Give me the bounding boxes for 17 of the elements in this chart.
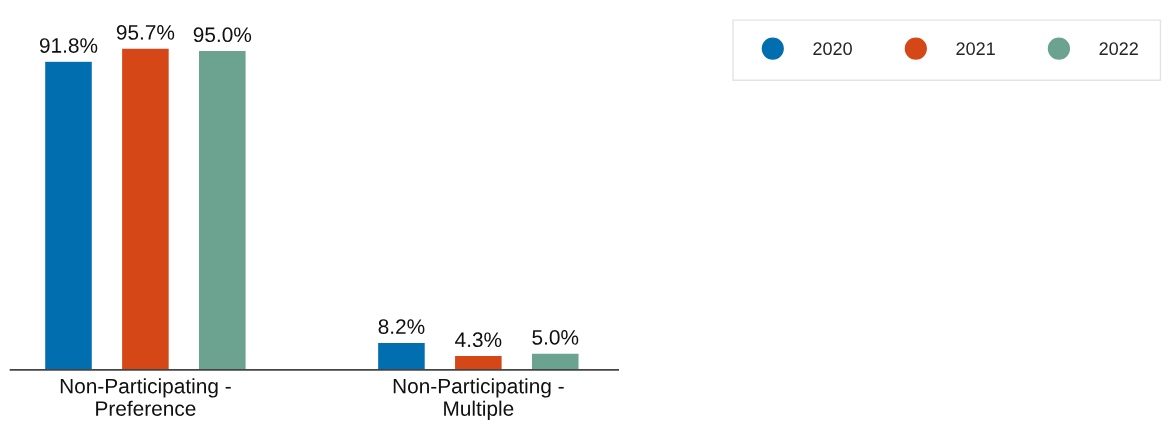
bar <box>453 354 504 370</box>
data-label: 5.0% <box>532 330 579 345</box>
legend-label: 2020 <box>813 42 852 56</box>
bar <box>376 341 427 370</box>
data-label: 91.8% <box>39 38 98 53</box>
x-tick-label: Non-Participating - Multiple <box>393 378 564 421</box>
bar <box>197 49 247 370</box>
bar <box>120 47 171 370</box>
data-label: 95.0% <box>193 27 252 43</box>
bar <box>43 60 94 370</box>
data-label: 95.7% <box>116 25 175 40</box>
x-tick-label: Non-Participating - Preference <box>60 378 231 416</box>
bar <box>530 352 580 370</box>
legend-label: 2022 <box>1099 42 1138 56</box>
data-label: 8.2% <box>378 319 425 334</box>
legend-label: 2021 <box>956 42 995 56</box>
data-label: 4.3% <box>455 332 502 348</box>
